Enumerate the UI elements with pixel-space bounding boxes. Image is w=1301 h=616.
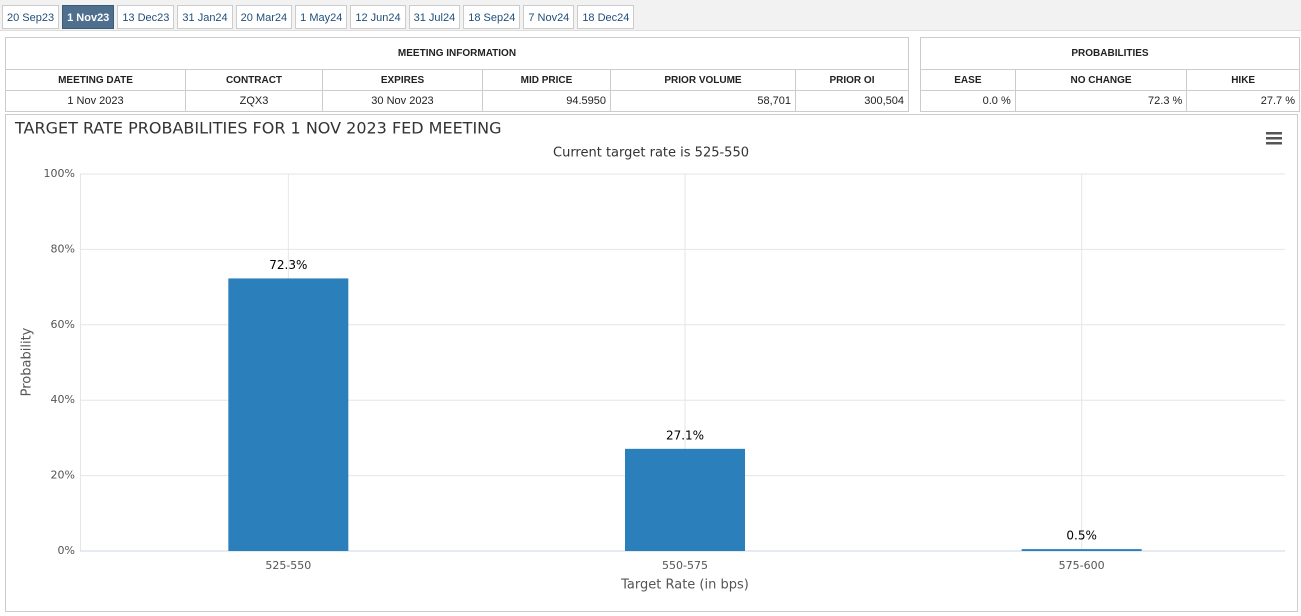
chart-subtitle: Current target rate is 525-550 xyxy=(553,146,749,161)
chart-title: TARGET RATE PROBABILITIES FOR 1 NOV 2023… xyxy=(14,119,502,138)
value-label: 27.1% xyxy=(666,428,704,442)
tab[interactable]: 1 May24 xyxy=(295,5,348,29)
column-header: HIKE xyxy=(1186,69,1300,91)
tab[interactable]: 31 Jan24 xyxy=(177,5,233,29)
cell: 58,701 xyxy=(610,90,796,112)
x-tick-label: 575-600 xyxy=(1059,559,1105,572)
y-tick-label: 40% xyxy=(51,393,75,406)
tab[interactable]: 20 Mar24 xyxy=(235,5,293,29)
x-tick-label: 550-575 xyxy=(662,559,708,572)
x-axis-title: Target Rate (in bps) xyxy=(620,578,749,593)
value-label: 0.5% xyxy=(1066,529,1097,543)
column-header: NO CHANGE xyxy=(1014,69,1188,91)
cell: 1 Nov 2023 xyxy=(5,90,186,112)
title-row: MEETING INFORMATION xyxy=(5,37,909,70)
column-header: MID PRICE xyxy=(482,69,611,91)
tab[interactable]: 1 Nov23 xyxy=(62,5,115,29)
menu-icon[interactable] xyxy=(1266,132,1282,145)
bar xyxy=(625,448,745,551)
tab[interactable]: 7 Nov24 xyxy=(523,5,575,29)
column-header: CONTRACT xyxy=(185,69,323,91)
bar xyxy=(1021,549,1142,551)
meeting-table: MEETING INFORMATION MEETING DATE CONTRACT E… xyxy=(5,37,909,112)
tab[interactable]: 13 Dec23 xyxy=(117,5,175,29)
cell: 30 Nov 2023 xyxy=(322,90,483,112)
data-row: 1 Nov 2023 ZQX3 30 Nov 2023 94.5950 58,701 30… xyxy=(5,90,909,112)
chart: TARGET RATE PROBABILITIES FOR 1 NOV 2023… xyxy=(5,114,1298,612)
cell: 94.5950 xyxy=(482,90,611,112)
tab[interactable]: 31 Jul24 xyxy=(408,5,461,29)
table-title: MEETING INFORMATION xyxy=(5,37,909,70)
tab[interactable]: 20 Sep23 xyxy=(2,5,60,29)
column-header: MEETING DATE xyxy=(5,69,186,91)
cell: ZQX3 xyxy=(185,90,323,112)
tab-bar: 20 Sep23 1 Nov23 13 Dec23 31 Jan24 20 Mar24 1… xyxy=(0,0,1301,31)
y-tick-label: 0% xyxy=(58,544,75,557)
column-header: EASE xyxy=(920,69,1016,91)
data-row: 0.0 % 72.3 % 27.7 % xyxy=(920,90,1300,112)
header-row: MEETING DATE CONTRACT EXPIRES MID PRICE PRIO… xyxy=(5,69,909,91)
cell: 0.0 % xyxy=(920,90,1016,112)
y-tick-label: 20% xyxy=(51,469,75,482)
tab[interactable]: 18 Sep24 xyxy=(463,5,521,29)
x-tick-label: 525-550 xyxy=(265,559,311,572)
title-row: PROBABILITIES xyxy=(920,37,1300,70)
table-title: PROBABILITIES xyxy=(920,37,1300,70)
probabilities-table: PROBABILITIES EASE NO CHANGE HIKE 0.0 % 72.3 … xyxy=(920,37,1300,112)
header-row: EASE NO CHANGE HIKE xyxy=(920,69,1300,91)
y-axis-title: Probability xyxy=(20,327,35,396)
cell: 27.7 % xyxy=(1186,90,1300,112)
bar xyxy=(228,278,349,551)
cell: 72.3 % xyxy=(1014,90,1188,112)
cell: 300,504 xyxy=(795,90,909,112)
column-header: PRIOR OI xyxy=(795,69,909,91)
y-tick-label: 100% xyxy=(44,167,75,180)
y-tick-label: 80% xyxy=(51,242,75,255)
y-tick-label: 60% xyxy=(51,318,75,331)
tab[interactable]: 18 Dec24 xyxy=(577,5,635,29)
column-header: PRIOR VOLUME xyxy=(610,69,796,91)
value-label: 72.3% xyxy=(269,258,307,272)
column-header: EXPIRES xyxy=(322,69,483,91)
tab[interactable]: 12 Jun24 xyxy=(350,5,406,29)
